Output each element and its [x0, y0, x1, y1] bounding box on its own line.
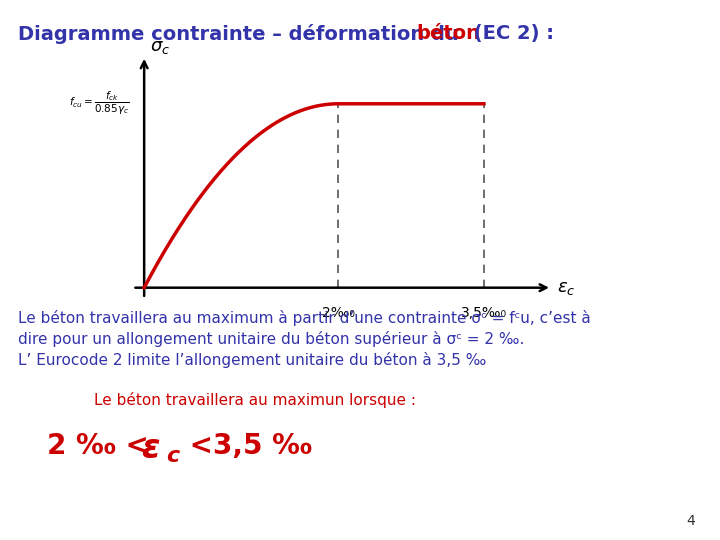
Text: Le béton travaillera au maximum à partir d’une contrainte σᶜ = fᶜu, c’est à: Le béton travaillera au maximum à partir…	[18, 310, 590, 327]
Text: (EC 2) :: (EC 2) :	[467, 24, 554, 43]
Text: ε: ε	[141, 432, 160, 465]
Text: $f_{cu} = \dfrac{f_{ck}}{0.85\gamma_c}$: $f_{cu} = \dfrac{f_{ck}}{0.85\gamma_c}$	[69, 90, 130, 117]
Text: béton: béton	[416, 24, 480, 43]
Text: L’ Eurocode 2 limite l’allongement unitaire du béton à 3,5 ‰: L’ Eurocode 2 limite l’allongement unita…	[18, 352, 487, 368]
Text: 2‰₀: 2‰₀	[322, 306, 355, 320]
Text: 2 ‰ <: 2 ‰ <	[47, 432, 158, 460]
Text: $\varepsilon_c$: $\varepsilon_c$	[557, 279, 575, 296]
Text: dire pour un allongement unitaire du béton supérieur à σᶜ = 2 ‰.: dire pour un allongement unitaire du bét…	[18, 331, 524, 347]
Text: <3,5 ‰: <3,5 ‰	[180, 432, 312, 460]
Text: Diagramme contrainte – déformation du: Diagramme contrainte – déformation du	[18, 24, 466, 44]
Text: $\sigma_c$: $\sigma_c$	[150, 38, 170, 56]
Text: Le béton travaillera au maximun lorsque :: Le béton travaillera au maximun lorsque …	[94, 392, 415, 408]
Text: c: c	[166, 446, 179, 465]
Text: 3,5‰₀: 3,5‰₀	[461, 306, 507, 320]
Text: 4: 4	[686, 514, 695, 528]
